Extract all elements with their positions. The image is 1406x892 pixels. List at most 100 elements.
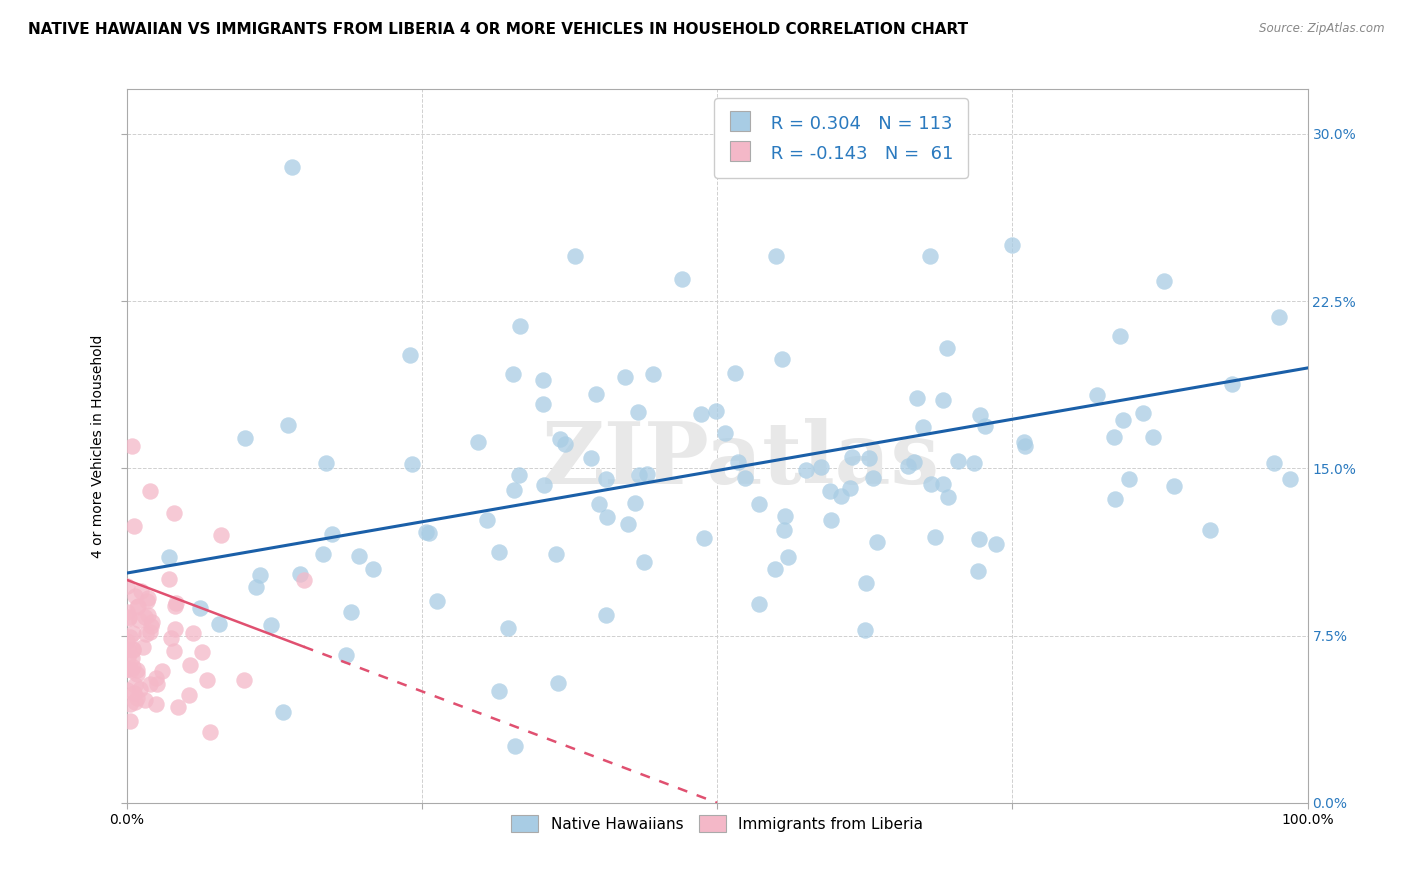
Point <box>200 725 222 739</box>
Point <box>127 599 149 613</box>
Point <box>509 318 531 333</box>
Point <box>249 568 271 582</box>
Point <box>115 662 138 676</box>
Point <box>748 497 770 511</box>
Point <box>932 392 955 407</box>
Point <box>163 599 186 613</box>
Point <box>727 455 749 469</box>
Point <box>912 420 935 434</box>
Text: ZIPatlas: ZIPatlas <box>541 418 939 502</box>
Point <box>157 572 180 586</box>
Point <box>1001 238 1024 252</box>
Point <box>235 431 257 445</box>
Point <box>127 691 149 706</box>
Point <box>818 484 841 499</box>
Point <box>763 562 786 576</box>
Point <box>918 249 941 264</box>
Point <box>118 610 141 624</box>
Point <box>775 508 797 523</box>
Point <box>117 642 139 657</box>
Point <box>125 599 148 614</box>
Point <box>127 663 149 677</box>
Point <box>1014 439 1036 453</box>
Point <box>508 467 530 482</box>
Point <box>401 457 423 471</box>
Point <box>853 623 876 637</box>
Point <box>260 617 283 632</box>
Point <box>903 455 925 469</box>
Point <box>179 688 201 702</box>
Point <box>188 600 211 615</box>
Point <box>554 437 576 451</box>
Point <box>115 634 138 648</box>
Point <box>855 575 877 590</box>
Point <box>1279 472 1302 486</box>
Point <box>531 396 554 410</box>
Legend: Native Hawaiians, Immigrants from Liberia: Native Hawaiians, Immigrants from Liberi… <box>505 809 929 838</box>
Point <box>167 700 190 714</box>
Point <box>931 477 953 491</box>
Point <box>135 593 157 607</box>
Point <box>165 622 187 636</box>
Point <box>488 545 510 559</box>
Point <box>1012 435 1035 450</box>
Point <box>141 618 163 632</box>
Point <box>1132 406 1154 420</box>
Point <box>963 456 986 470</box>
Point <box>627 405 650 419</box>
Point <box>139 625 162 640</box>
Point <box>1163 479 1185 493</box>
Point <box>124 695 146 709</box>
Point <box>1109 329 1132 343</box>
Point <box>936 341 959 355</box>
Point <box>1263 456 1285 470</box>
Point <box>115 579 138 593</box>
Point <box>134 610 156 624</box>
Point <box>839 481 862 495</box>
Point <box>426 593 449 607</box>
Point <box>595 608 617 623</box>
Point <box>190 645 212 659</box>
Point <box>128 613 150 627</box>
Point <box>159 631 181 645</box>
Point <box>547 676 569 690</box>
Point <box>141 615 163 630</box>
Point <box>830 489 852 503</box>
Point <box>564 249 586 264</box>
Point <box>533 477 555 491</box>
Point <box>984 537 1007 551</box>
Point <box>361 562 384 576</box>
Point <box>181 626 204 640</box>
Point <box>292 573 315 587</box>
Text: NATIVE HAWAIIAN VS IMMIGRANTS FROM LIBERIA 4 OR MORE VEHICLES IN HOUSEHOLD CORRE: NATIVE HAWAIIAN VS IMMIGRANTS FROM LIBER… <box>28 22 969 37</box>
Point <box>734 471 756 485</box>
Point <box>122 660 145 674</box>
Point <box>966 564 988 578</box>
Point <box>120 714 142 728</box>
Point <box>122 518 145 533</box>
Point <box>117 649 139 664</box>
Point <box>115 605 138 619</box>
Point <box>1268 310 1291 325</box>
Point <box>690 407 713 421</box>
Point <box>150 664 173 678</box>
Point <box>624 495 647 509</box>
Point <box>810 460 832 475</box>
Point <box>531 372 554 386</box>
Point <box>704 404 727 418</box>
Point <box>281 161 304 175</box>
Point <box>335 648 357 662</box>
Point <box>614 369 637 384</box>
Point <box>129 584 152 599</box>
Point <box>488 683 510 698</box>
Point <box>579 451 602 466</box>
Point <box>415 524 437 539</box>
Point <box>946 454 969 468</box>
Point <box>617 517 640 532</box>
Point <box>936 490 959 504</box>
Point <box>121 625 143 640</box>
Point <box>399 348 422 362</box>
Point <box>115 662 138 676</box>
Point <box>121 439 143 453</box>
Point <box>121 642 143 657</box>
